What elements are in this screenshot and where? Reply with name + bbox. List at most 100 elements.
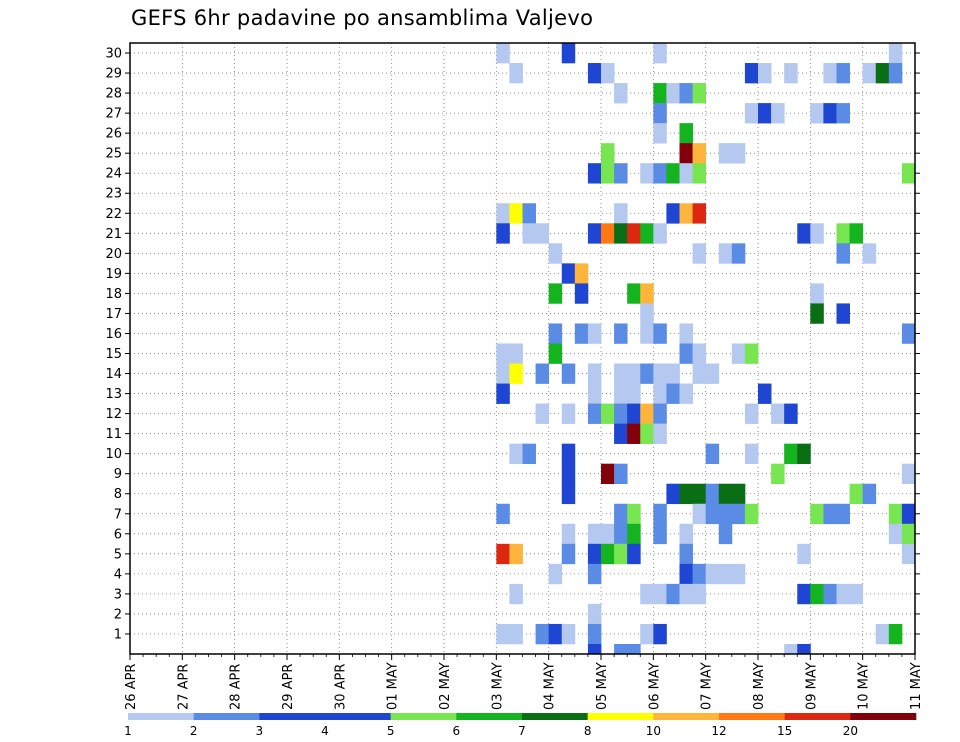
x-tick-label: 04 MAY xyxy=(543,662,558,710)
heat-cell xyxy=(614,463,628,485)
heat-cell xyxy=(640,303,654,324)
heat-cell xyxy=(653,503,667,525)
heat-cell xyxy=(836,223,850,244)
heat-cell xyxy=(614,223,628,244)
heat-cell xyxy=(692,363,707,384)
heat-cell xyxy=(666,203,680,224)
heat-cell xyxy=(731,343,746,364)
heat-cell xyxy=(888,623,903,645)
heat-cell xyxy=(862,483,877,505)
legend-label: 20 xyxy=(843,724,858,738)
heat-cell xyxy=(653,123,667,144)
heat-cell xyxy=(548,283,563,304)
heat-cell xyxy=(601,163,615,184)
heat-cell xyxy=(614,323,628,344)
heat-cell xyxy=(679,143,693,164)
heat-cell xyxy=(731,243,746,264)
heat-cell xyxy=(666,483,680,505)
heat-cell xyxy=(666,383,680,404)
heat-cell xyxy=(640,403,654,424)
y-tick-label: 1 xyxy=(114,627,122,642)
y-tick-label: 13 xyxy=(105,387,122,402)
heat-cell xyxy=(509,543,523,565)
heat-cell xyxy=(810,223,824,244)
heat-cell xyxy=(653,163,667,184)
heat-cell xyxy=(640,583,654,605)
heat-cell xyxy=(718,143,733,164)
heat-cell xyxy=(679,483,693,505)
legend-swatch xyxy=(653,713,720,720)
x-tick-label: 27 APR xyxy=(176,664,191,710)
heat-cell xyxy=(653,223,667,244)
heat-cell xyxy=(836,243,850,264)
heat-cell xyxy=(731,503,746,525)
chart-title: GEFS 6hr padavine po ansamblima Valjevo xyxy=(131,6,594,30)
y-tick-label: 23 xyxy=(105,187,122,202)
heat-cell xyxy=(679,523,693,545)
y-tick-label: 7 xyxy=(114,507,122,522)
heat-cell xyxy=(627,383,641,404)
heat-cell xyxy=(601,463,615,485)
heat-cell xyxy=(836,103,850,124)
heat-cell xyxy=(640,623,654,645)
heat-cell xyxy=(731,483,746,505)
heat-cell xyxy=(679,383,693,404)
heat-cell xyxy=(692,343,707,364)
heat-cell xyxy=(836,303,850,324)
x-tick-label: 03 MAY xyxy=(490,662,505,710)
heat-cell xyxy=(797,583,811,605)
heat-cell xyxy=(627,283,641,304)
heat-cell xyxy=(614,203,628,224)
heat-cell xyxy=(561,623,576,645)
heat-cell xyxy=(744,63,759,84)
heat-cell xyxy=(797,643,811,655)
y-tick-label: 28 xyxy=(105,87,122,102)
heat-cell xyxy=(614,403,628,424)
heat-cell xyxy=(509,443,523,464)
heat-cell xyxy=(614,523,628,545)
x-tick-label: 09 MAY xyxy=(804,662,819,710)
legend-swatch xyxy=(784,713,851,720)
y-tick-label: 6 xyxy=(114,527,122,542)
legend-swatch xyxy=(522,713,588,720)
x-tick-label: 02 MAY xyxy=(438,662,453,710)
heat-cell xyxy=(784,63,798,84)
heat-cell xyxy=(614,83,628,104)
heat-cell xyxy=(901,543,916,565)
heat-cell xyxy=(679,163,693,184)
heat-cell xyxy=(836,503,850,525)
heat-cell xyxy=(653,523,667,545)
heat-cell xyxy=(692,143,707,164)
heat-cell xyxy=(692,563,707,585)
color-legend: 1 2 3 4 5 6 7 8 10 12 15 20 xyxy=(124,713,917,738)
y-tick-label: 20 xyxy=(105,247,122,262)
heat-cell xyxy=(666,583,680,605)
heat-cell xyxy=(705,363,720,384)
heat-cell xyxy=(810,283,824,304)
heat-cell xyxy=(561,43,576,64)
heat-cell xyxy=(718,503,733,525)
y-tick-label: 21 xyxy=(105,227,122,242)
heat-cell xyxy=(875,623,890,645)
heat-cell xyxy=(561,443,576,464)
heat-cell xyxy=(705,443,720,464)
legend-label: 10 xyxy=(646,724,661,738)
heat-cell xyxy=(561,523,576,545)
y-tick-label: 12 xyxy=(105,407,122,422)
heat-cell xyxy=(548,243,563,264)
heat-cell xyxy=(640,283,654,304)
heat-cell xyxy=(810,503,824,525)
heat-cell xyxy=(901,523,916,545)
heat-cell xyxy=(692,483,707,505)
heat-cell xyxy=(496,623,510,645)
y-tick-label: 19 xyxy=(105,267,122,282)
heat-cell xyxy=(744,403,759,424)
heat-cell xyxy=(548,563,563,585)
heat-cell xyxy=(653,83,667,104)
legend-label: 1 xyxy=(124,724,132,738)
heat-cell xyxy=(627,643,641,655)
heat-cell xyxy=(614,503,628,525)
heat-cell xyxy=(875,63,890,84)
heat-cell xyxy=(888,523,903,545)
